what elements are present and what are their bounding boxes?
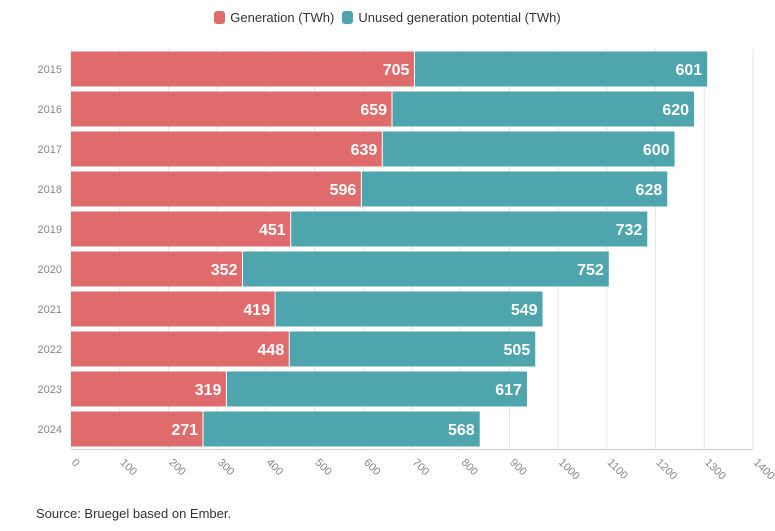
category-label: 2021 bbox=[38, 304, 62, 316]
x-tick-label: 500 bbox=[312, 457, 333, 478]
bar-unused bbox=[414, 51, 708, 87]
unused-swatch-icon bbox=[342, 11, 354, 24]
x-tick-label: 1000 bbox=[556, 457, 582, 483]
x-tick-label: 100 bbox=[118, 457, 139, 478]
x-tick-label: 1300 bbox=[702, 457, 728, 483]
bar-unused bbox=[242, 251, 609, 287]
bar-unused bbox=[290, 211, 648, 247]
data-label: 705 bbox=[383, 62, 410, 79]
bar-generation bbox=[71, 131, 383, 167]
bar-generation bbox=[71, 211, 291, 247]
bar-generation bbox=[71, 51, 415, 87]
data-label: 505 bbox=[504, 342, 531, 359]
source-note: Source: Bruegel based on Ember. bbox=[36, 506, 232, 521]
bar-generation bbox=[71, 91, 393, 127]
data-label: 596 bbox=[330, 182, 357, 199]
data-label: 451 bbox=[259, 222, 286, 239]
data-label: 617 bbox=[495, 382, 522, 399]
category-label: 2020 bbox=[38, 264, 62, 276]
bar-generation bbox=[71, 291, 276, 327]
bar-unused bbox=[382, 131, 675, 167]
category-label: 2015 bbox=[38, 64, 62, 76]
legend-label-generation: Generation (TWh) bbox=[230, 10, 335, 25]
data-label: 448 bbox=[258, 342, 285, 359]
legend-item-generation[interactable]: Generation (TWh) bbox=[214, 10, 334, 25]
legend-label-unused: Unused generation potential (TWh) bbox=[358, 10, 561, 25]
data-label: 549 bbox=[511, 302, 538, 319]
generation-swatch-icon bbox=[214, 11, 226, 24]
bar-generation bbox=[71, 371, 227, 407]
bar-generation bbox=[71, 411, 204, 447]
data-label: 628 bbox=[636, 182, 663, 199]
data-label: 568 bbox=[448, 422, 475, 439]
bar-unused bbox=[203, 411, 480, 447]
bar-unused bbox=[392, 91, 695, 127]
data-label: 639 bbox=[351, 142, 378, 159]
x-tick-label: 1100 bbox=[605, 457, 630, 482]
legend: Generation (TWh) Unused generation poten… bbox=[0, 10, 775, 25]
data-label: 659 bbox=[360, 102, 387, 119]
x-tick-label: 600 bbox=[361, 457, 382, 478]
bar-unused bbox=[226, 371, 527, 407]
data-label: 601 bbox=[676, 62, 703, 79]
bar-unused bbox=[361, 171, 668, 207]
x-tick-label: 1200 bbox=[653, 457, 679, 483]
x-tick-label: 200 bbox=[166, 457, 187, 478]
bar-unused bbox=[275, 291, 543, 327]
bar-unused bbox=[289, 331, 536, 367]
x-tick-label: 700 bbox=[410, 457, 431, 478]
data-label: 271 bbox=[171, 422, 198, 439]
data-label: 732 bbox=[616, 222, 643, 239]
data-label: 419 bbox=[243, 302, 270, 319]
legend-item-unused[interactable]: Unused generation potential (TWh) bbox=[342, 10, 561, 25]
category-label: 2016 bbox=[38, 104, 62, 116]
category-label: 2017 bbox=[38, 144, 62, 156]
bar-generation bbox=[71, 251, 243, 287]
bar-generation bbox=[71, 171, 362, 207]
x-tick-label: 1400 bbox=[751, 457, 775, 483]
category-label: 2018 bbox=[38, 184, 62, 196]
x-tick-label: 0 bbox=[69, 457, 82, 470]
data-label: 319 bbox=[195, 382, 222, 399]
data-label: 600 bbox=[643, 142, 670, 159]
data-label: 752 bbox=[577, 262, 604, 279]
category-label: 2023 bbox=[38, 384, 62, 396]
data-label: 620 bbox=[662, 102, 689, 119]
category-label: 2019 bbox=[38, 224, 62, 236]
category-label: 2022 bbox=[38, 344, 62, 356]
x-tick-label: 800 bbox=[459, 457, 480, 478]
x-tick-label: 400 bbox=[264, 457, 285, 478]
data-label: 352 bbox=[211, 262, 238, 279]
category-label: 2024 bbox=[38, 424, 62, 436]
bar-generation bbox=[71, 331, 290, 367]
x-tick-label: 300 bbox=[215, 457, 236, 478]
x-tick-label: 900 bbox=[507, 457, 528, 478]
